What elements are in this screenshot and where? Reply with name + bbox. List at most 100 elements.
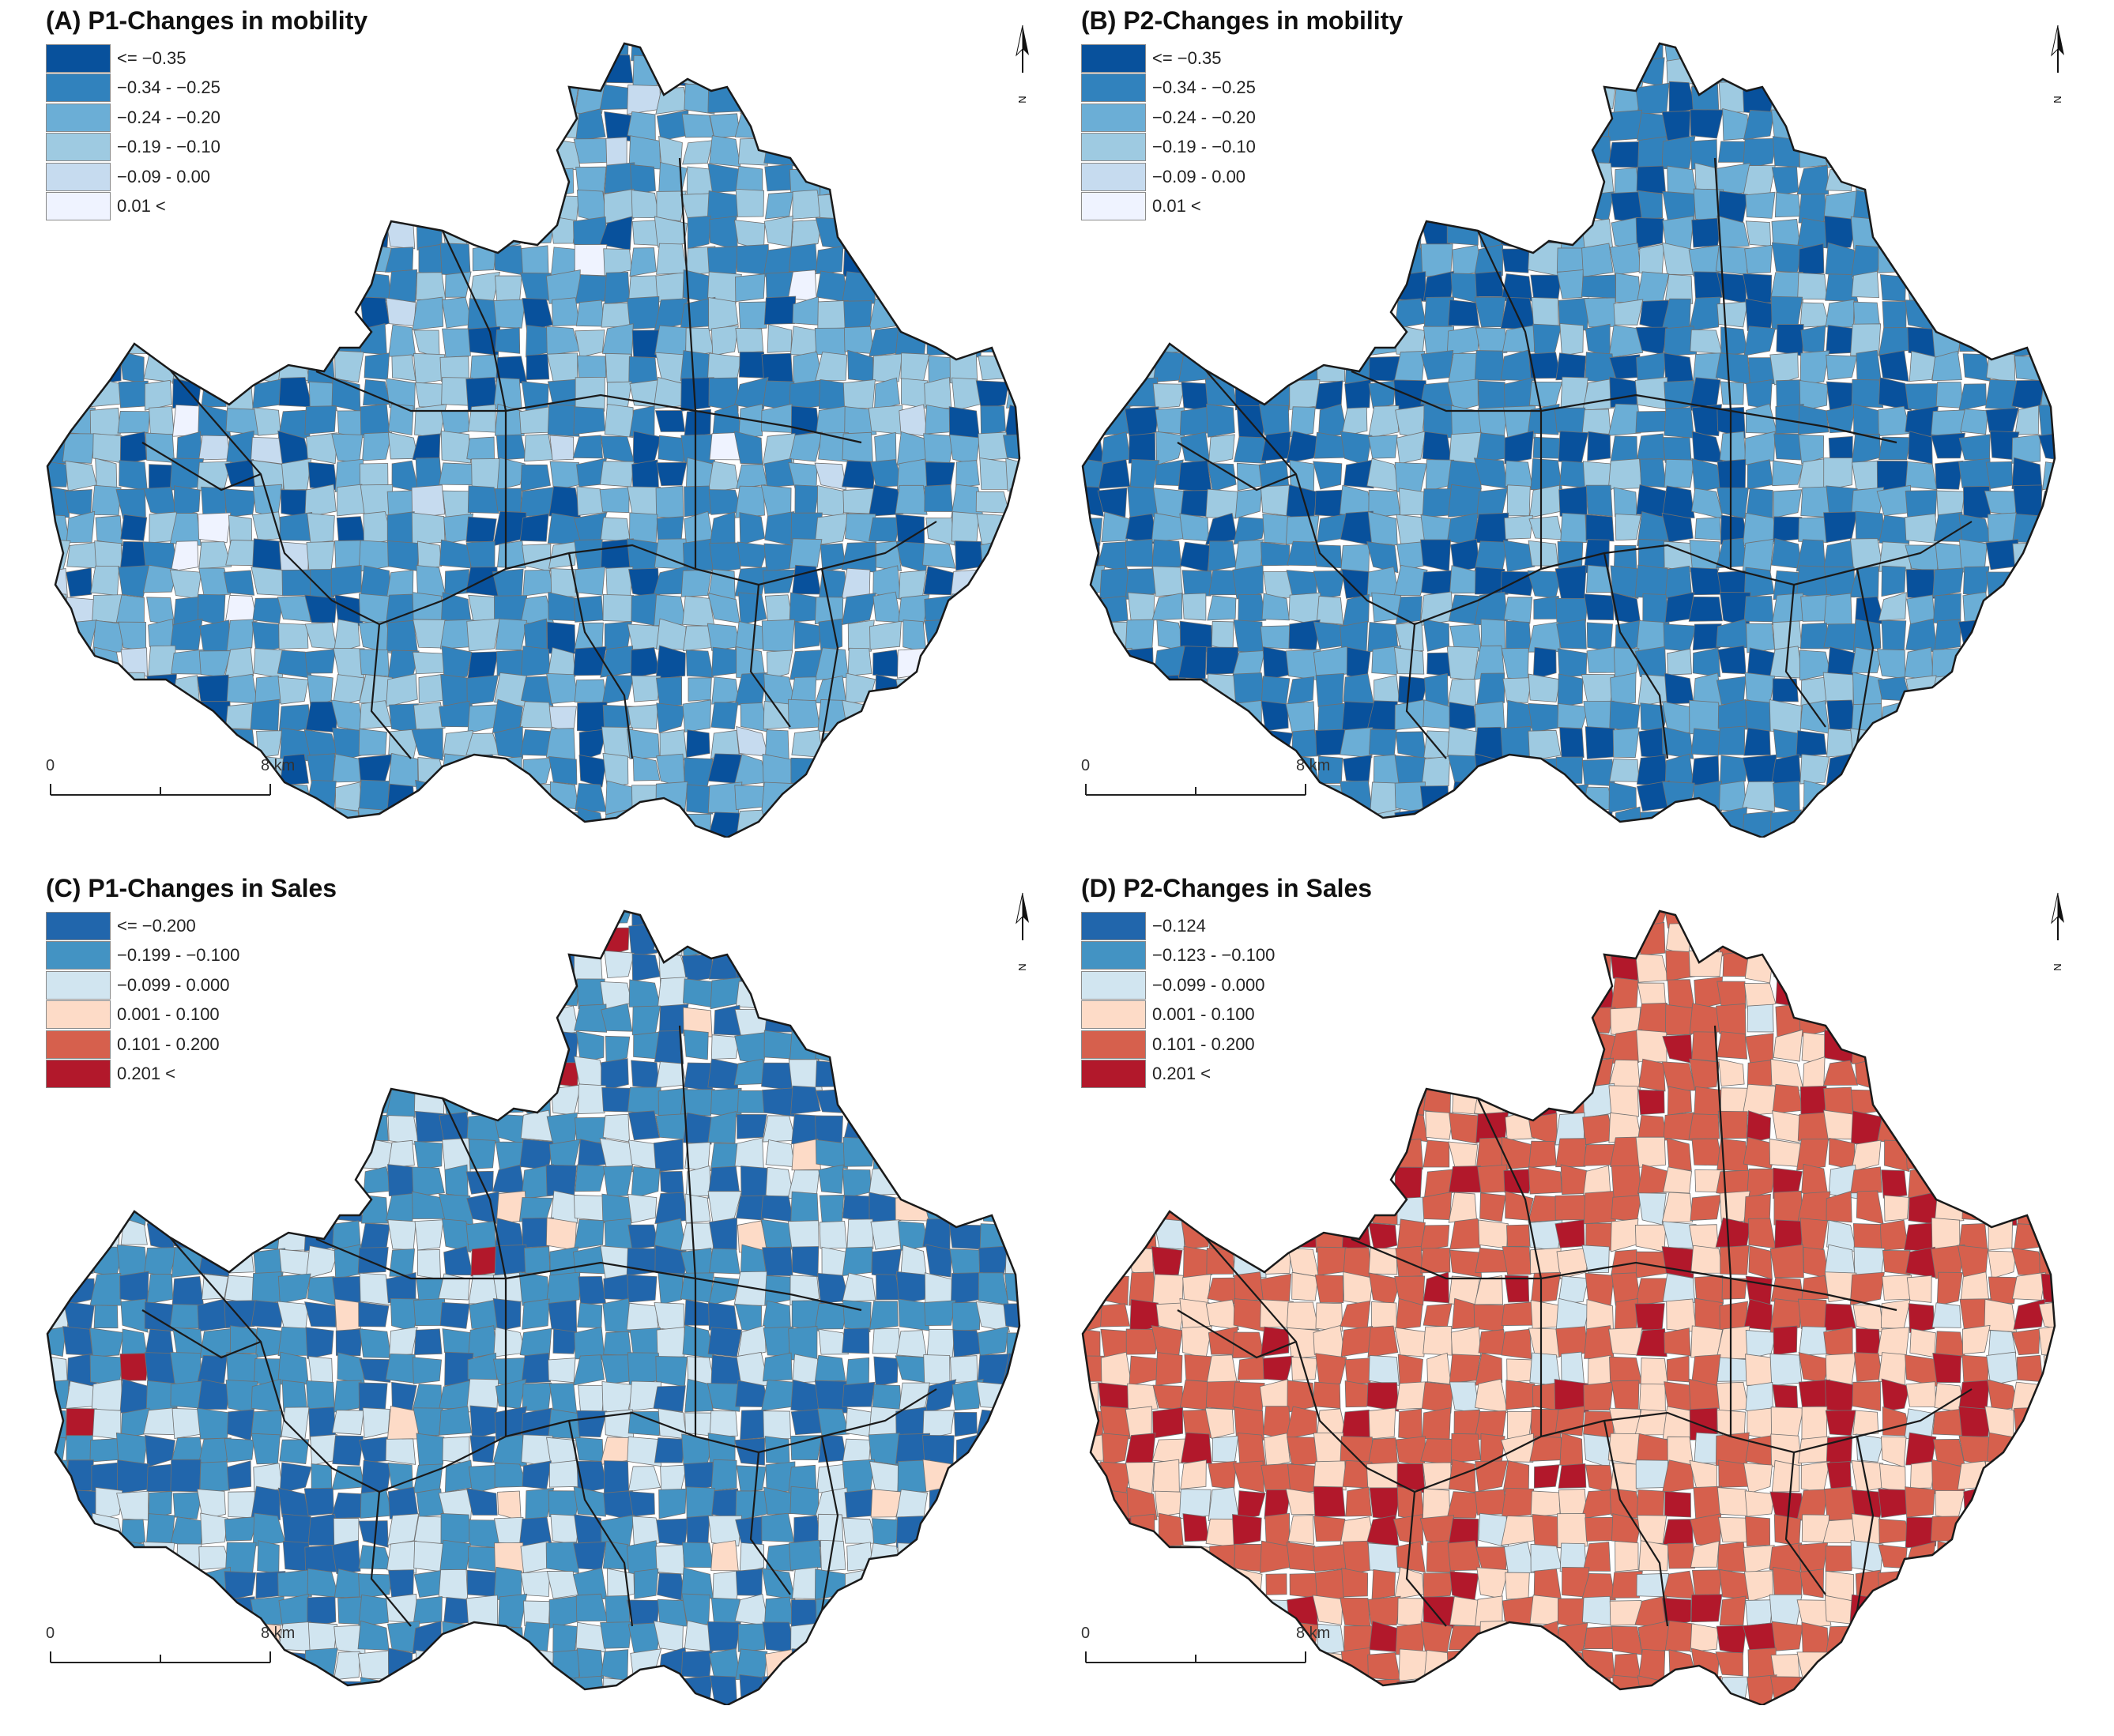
legend-label: −0.199 - −0.100	[117, 945, 240, 966]
map-cell	[1083, 1459, 1106, 1494]
map-cell	[1823, 1326, 1853, 1358]
map-cell	[681, 113, 714, 138]
map-cell	[1690, 139, 1718, 170]
legend-label: <= −0.35	[1152, 47, 1222, 68]
map-cell	[1823, 593, 1852, 627]
legend-swatch	[46, 911, 111, 940]
map-cell	[47, 1380, 70, 1409]
map-cell	[709, 135, 741, 168]
map-cell	[816, 246, 844, 275]
map-cell	[1743, 727, 1771, 756]
map-cell	[1528, 1113, 1558, 1146]
map-cell	[711, 646, 740, 676]
map-cell	[1717, 645, 1747, 675]
legend-label: 0.01 <	[1152, 196, 1201, 217]
district-boundary	[141, 1309, 262, 1359]
map-cell	[655, 272, 684, 303]
map-cell	[1180, 1459, 1207, 1489]
district-boundary	[141, 442, 262, 491]
map-cell	[91, 484, 122, 516]
map-cell	[386, 1540, 417, 1574]
map-cell	[47, 1326, 66, 1357]
district-boundaries	[1177, 1025, 1973, 1627]
map-cell	[1690, 1594, 1723, 1623]
map-cell	[1635, 1136, 1666, 1168]
map-cell	[573, 138, 609, 164]
map-cell	[1371, 1568, 1396, 1600]
map-cell	[842, 1300, 872, 1333]
map-cell	[442, 1621, 473, 1655]
map-cell	[1151, 1438, 1186, 1464]
map-cell	[1613, 299, 1644, 326]
map-cell	[735, 327, 764, 353]
map-cell	[790, 1435, 823, 1460]
map-cell	[1614, 55, 1643, 88]
map-cell	[819, 1221, 847, 1249]
map-cell	[1828, 1137, 1856, 1171]
map-cell	[465, 754, 500, 785]
map-cell	[521, 1352, 551, 1384]
map-cell	[627, 1275, 658, 1303]
map-cell	[438, 1273, 470, 1301]
map-cell	[143, 1406, 178, 1436]
map-cell	[1664, 1491, 1691, 1518]
map-cell	[763, 1596, 794, 1627]
map-cell	[626, 1302, 659, 1332]
legend-item: 0.001 - 0.100	[46, 1000, 239, 1030]
map-cell	[1798, 1298, 1829, 1330]
map-cell	[711, 1488, 739, 1520]
map-cell	[680, 377, 714, 412]
map-cell	[1558, 648, 1588, 678]
map-cell	[603, 248, 632, 277]
map-cell	[601, 675, 635, 705]
map-cell	[574, 539, 603, 572]
map-cell	[842, 1246, 873, 1276]
map-cell	[227, 1460, 252, 1489]
map-cell	[521, 1407, 553, 1439]
map-cell	[842, 593, 876, 626]
map-cell	[1423, 730, 1451, 759]
map-cell	[979, 458, 1009, 490]
map-cell	[1474, 296, 1506, 328]
map-cell	[1771, 1459, 1800, 1493]
map-cell	[1449, 1354, 1481, 1384]
map-cell	[1719, 755, 1748, 789]
map-cell	[358, 808, 390, 838]
map-cell	[1639, 458, 1667, 488]
map-cell	[308, 381, 337, 412]
map-cell	[1315, 1353, 1347, 1387]
map-cell	[1960, 409, 1988, 435]
map-cell	[1769, 352, 1799, 386]
map-cell	[337, 1352, 365, 1384]
map-cell	[1392, 350, 1426, 386]
map-cell	[1449, 781, 1480, 815]
map-cell	[627, 623, 661, 650]
map-cell	[707, 1191, 742, 1224]
map-cell	[148, 1490, 172, 1520]
map-cell	[47, 460, 70, 488]
map-cell	[1615, 514, 1641, 541]
map-cell	[278, 1248, 310, 1276]
map-cell	[575, 1164, 606, 1192]
map-cell	[740, 1165, 767, 1199]
map-cell	[1823, 540, 1856, 571]
map-cell	[1396, 1297, 1423, 1330]
map-cell	[1609, 700, 1641, 732]
map-cell	[1688, 596, 1723, 622]
district-boundary	[567, 552, 634, 759]
map-cell	[1769, 699, 1802, 735]
legend-swatch	[1081, 911, 1146, 940]
legend-label: −0.124	[1152, 915, 1206, 936]
legend-label: −0.123 - −0.100	[1152, 945, 1276, 966]
map-cell	[552, 297, 580, 327]
legend-item: <= −0.35	[1081, 43, 1256, 73]
map-cell	[1447, 378, 1479, 412]
map-cell	[763, 1115, 797, 1143]
map-cell	[2014, 1406, 2043, 1438]
map-cell	[1634, 1303, 1665, 1331]
map-cell	[466, 1488, 498, 1516]
map-cell	[1850, 244, 1883, 278]
map-cell	[1232, 1331, 1265, 1358]
map-cell	[632, 431, 661, 465]
map-cell	[1367, 1595, 1401, 1626]
